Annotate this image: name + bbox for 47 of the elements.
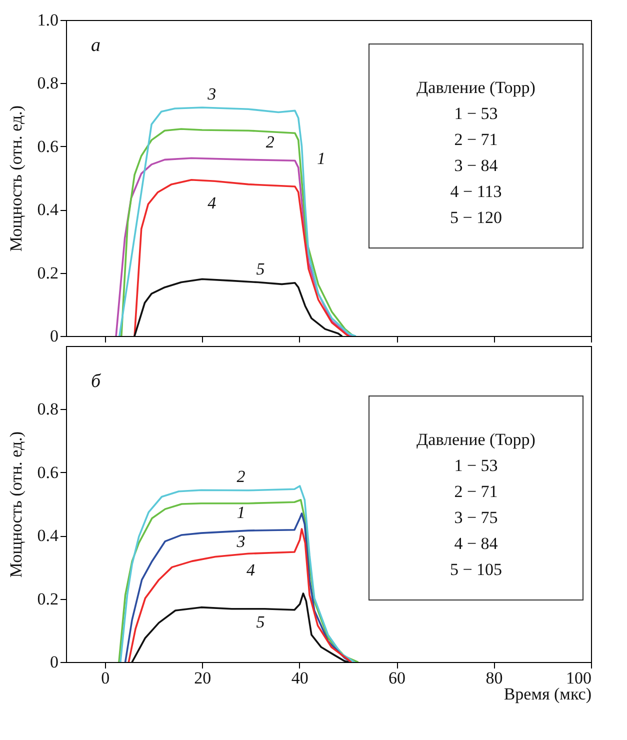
annotation: 1 − 53 <box>454 104 498 123</box>
annotation: 4 − 84 <box>454 534 498 553</box>
y-tick-label: 0 <box>50 652 58 672</box>
series-label: 5 <box>256 260 265 279</box>
series-label: 2 <box>236 467 246 486</box>
y-tick-label: 0 <box>50 326 58 346</box>
y-tick-label: 0.2 <box>37 589 58 608</box>
series-label: 4 <box>246 560 256 580</box>
legend-title: Давление (Торр) <box>416 430 536 449</box>
x-tick-label: 20 <box>194 668 212 688</box>
y-tick-label: 0.8 <box>37 400 58 419</box>
y-axis-title: Мощность (отн. ед.) <box>6 431 26 578</box>
annotation: 3 − 75 <box>454 508 498 527</box>
x-axis-title: Время (мкс) <box>504 684 592 704</box>
x-tick-label: 60 <box>388 668 406 688</box>
annotation: 5 − 120 <box>450 208 502 227</box>
series-label: 1 <box>236 502 246 522</box>
series-label: 1 <box>316 149 326 168</box>
series-label: 3 <box>236 532 246 551</box>
text: б <box>91 371 102 392</box>
y-tick-label: 0.6 <box>37 136 58 156</box>
y-tick-label: 0.4 <box>37 526 59 546</box>
x-tick-label: 100 <box>566 668 592 688</box>
legend-title: Давление (Торр) <box>416 78 536 97</box>
annotation: 5 − 105 <box>450 560 502 579</box>
line-series <box>131 592 349 662</box>
y-tick-label: 0.8 <box>37 74 58 93</box>
series-label: 3 <box>206 84 216 104</box>
line-series <box>134 278 343 336</box>
annotation: 2 − 71 <box>454 130 498 149</box>
y-tick-label: 0.6 <box>37 462 58 482</box>
annotation: 4 − 113 <box>450 182 502 201</box>
y-axis-title: Мощность (отн. ед.) <box>6 105 26 252</box>
x-tick-label: 0 <box>101 668 110 688</box>
annotation: 2 − 71 <box>454 482 498 501</box>
y-tick-label: 1.0 <box>37 10 58 30</box>
series-label: 5 <box>256 612 265 632</box>
series-label: 4 <box>208 193 217 212</box>
series-label: 2 <box>266 132 275 152</box>
annotation: 3 − 84 <box>454 156 498 175</box>
line-series <box>134 178 350 336</box>
x-tick-label: 40 <box>291 668 308 688</box>
annotation: 1 − 53 <box>454 456 498 475</box>
y-tick-label: 0.4 <box>37 200 59 220</box>
x-tick-label: 80 <box>486 668 503 688</box>
text: а <box>91 35 100 56</box>
y-tick-label: 0.2 <box>37 263 58 282</box>
